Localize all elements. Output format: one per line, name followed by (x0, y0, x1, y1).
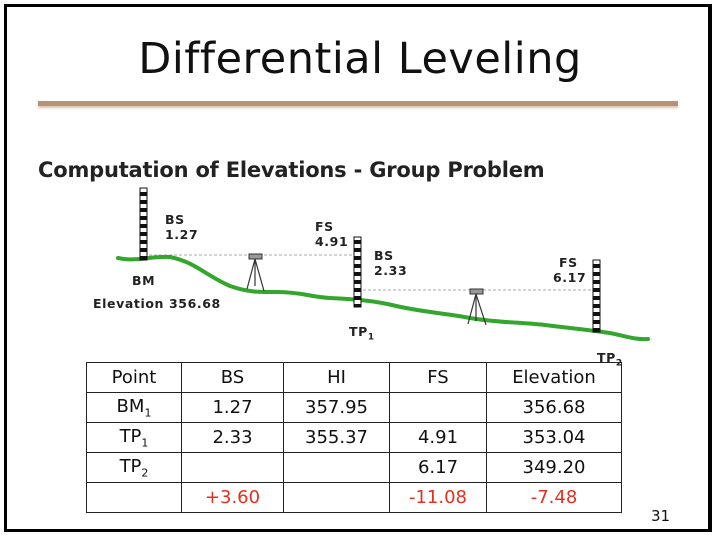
cell-fs (389, 392, 487, 423)
cell-fs: 4.91 (389, 422, 487, 453)
page-number: 31 (651, 507, 671, 525)
fs2-value: 6.17 (553, 270, 587, 285)
bs2-label-text: BS (374, 248, 394, 263)
bs1-value: 1.27 (165, 227, 199, 242)
rod-tp2 (592, 259, 601, 333)
header-point: Point (86, 362, 182, 393)
table-header-row: Point BS HI FS Elevation (86, 362, 622, 393)
tp1-base: TP (349, 324, 368, 339)
point-sub: 2 (141, 466, 149, 480)
slide-subtitle: Computation of Elevations - Group Proble… (38, 158, 545, 182)
bs2-label: BS 2.33 (374, 248, 407, 278)
bs1-label: BS 1.27 (165, 212, 198, 242)
tp2-base: TP (597, 350, 616, 365)
header-bs: BS (181, 362, 284, 393)
level-instrument-2 (467, 288, 487, 326)
cell-point: BM1 (86, 392, 182, 423)
cell-hi: 357.95 (283, 392, 390, 423)
cell-elevation: 353.04 (486, 422, 622, 453)
cell-point: TP2 (86, 452, 182, 483)
fs1-value: 4.91 (315, 234, 349, 249)
header-fs: FS (389, 362, 487, 393)
cell-bs: 1.27 (181, 392, 284, 423)
point-sub: 1 (144, 406, 152, 420)
total-point (86, 482, 182, 513)
total-hi (283, 482, 390, 513)
fs1-label: FS 4.91 (315, 219, 348, 249)
ground-line (116, 254, 650, 342)
cell-fs: 6.17 (389, 452, 487, 483)
header-hi: HI (283, 362, 390, 393)
cell-hi (283, 452, 390, 483)
fs1-label-text: FS (315, 219, 334, 234)
tp1-sub: 1 (367, 332, 375, 343)
total-elevation: -7.48 (486, 482, 622, 513)
fs2-label: FS 6.17 (553, 255, 586, 285)
bm-label: BM (132, 273, 156, 288)
leveling-table: Point BS HI FS Elevation BM1 1.27 357.95… (86, 362, 622, 513)
header-elevation: Elevation (486, 362, 622, 393)
point-base: TP (119, 455, 142, 477)
level-instrument-1 (246, 253, 265, 292)
total-fs: -11.08 (389, 482, 487, 513)
table-totals-row: +3.60 -11.08 -7.48 (86, 482, 622, 513)
point-base: BM (116, 395, 145, 417)
cell-bs: 2.33 (181, 422, 284, 453)
elevation-label: Elevation 356.68 (93, 296, 221, 311)
point-base: TP (119, 425, 142, 447)
cell-hi: 355.37 (283, 422, 390, 453)
cell-point: TP1 (86, 422, 182, 453)
slide-frame (4, 4, 712, 532)
fs2-label-text: FS (559, 255, 578, 270)
table-row: BM1 1.27 357.95 356.68 (86, 392, 622, 423)
total-bs: +3.60 (181, 482, 284, 513)
rod-bm (139, 187, 148, 261)
table-row: TP1 2.33 355.37 4.91 353.04 (86, 422, 622, 453)
cell-elevation: 349.20 (486, 452, 622, 483)
rod-tp1 (353, 236, 362, 308)
slide-title: Differential Leveling (138, 34, 582, 84)
cell-elevation: 356.68 (486, 392, 622, 423)
point-sub: 1 (141, 436, 149, 450)
bs2-value: 2.33 (374, 263, 408, 278)
cell-bs (181, 452, 284, 483)
bs1-label-text: BS (165, 212, 185, 227)
title-divider (38, 101, 678, 106)
tp1-label: TP1 (349, 324, 375, 346)
table-row: TP2 6.17 349.20 (86, 452, 622, 483)
